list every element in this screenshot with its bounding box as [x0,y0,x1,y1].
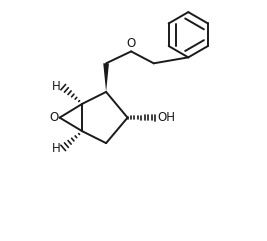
Text: O: O [50,111,59,124]
Polygon shape [103,63,109,92]
Text: H: H [52,80,60,93]
Text: O: O [127,37,136,50]
Text: H: H [52,142,60,155]
Text: OH: OH [157,111,175,124]
